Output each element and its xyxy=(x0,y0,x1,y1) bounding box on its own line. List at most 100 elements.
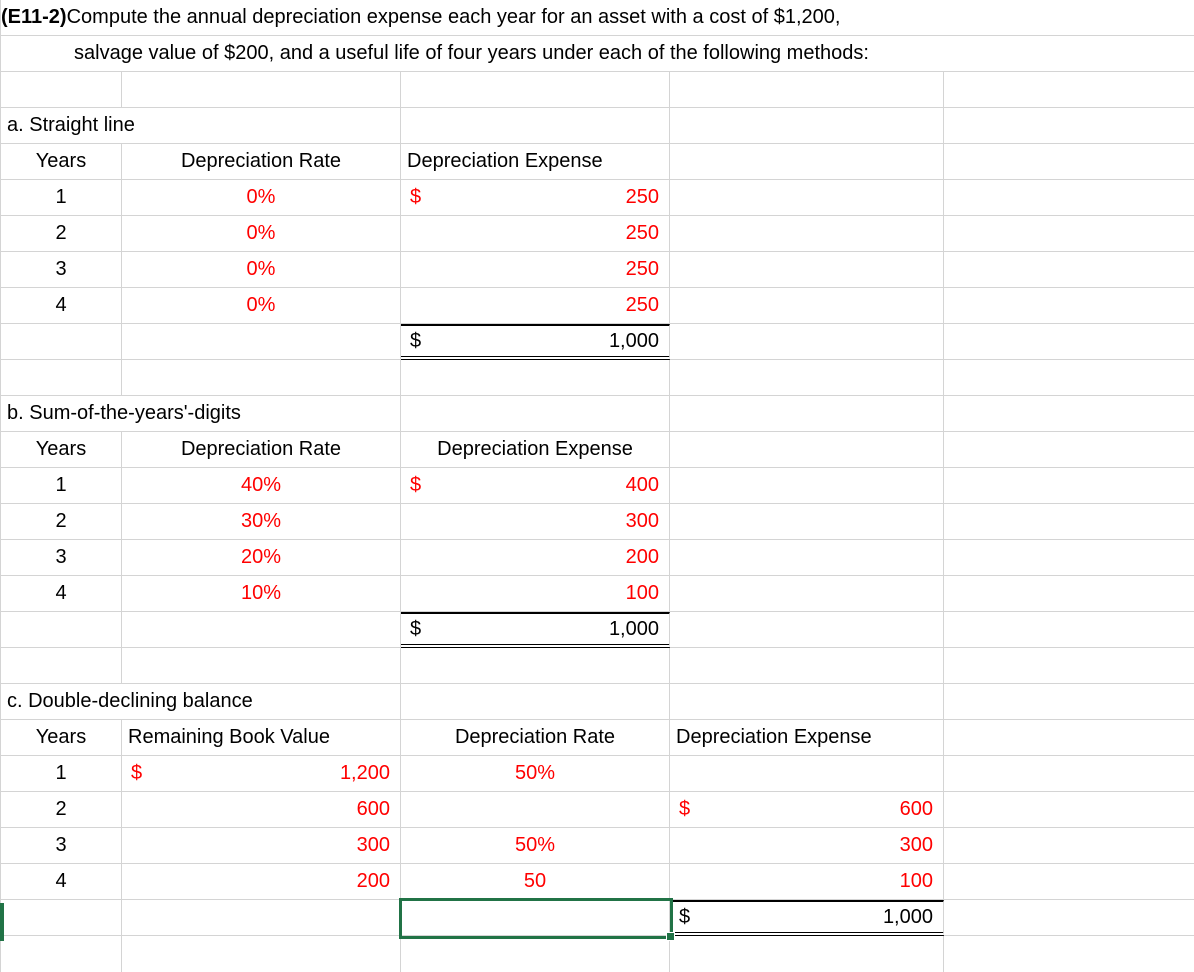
empty-cell[interactable] xyxy=(944,288,1194,324)
section-a-title[interactable]: a. Straight line xyxy=(0,108,401,144)
title-cell-1[interactable]: (E11-2) Compute the annual depreciation … xyxy=(0,0,1194,36)
fill-handle[interactable] xyxy=(666,932,675,941)
c-book-2[interactable]: 600 xyxy=(122,792,401,828)
empty-cell[interactable] xyxy=(670,180,944,216)
c-year-1[interactable]: 1 xyxy=(0,756,122,792)
c-year-4[interactable]: 4 xyxy=(0,864,122,900)
c-book-4[interactable]: 200 xyxy=(122,864,401,900)
b-year-3[interactable]: 3 xyxy=(0,540,122,576)
empty-cell[interactable] xyxy=(122,360,401,396)
active-cell[interactable] xyxy=(401,900,670,936)
b-expense-1[interactable]: $ 400 xyxy=(401,468,670,504)
empty-cell[interactable] xyxy=(944,252,1194,288)
empty-cell[interactable] xyxy=(944,504,1194,540)
b-rate-4[interactable]: 10% xyxy=(122,576,401,612)
selected-cell-outline[interactable] xyxy=(399,898,675,941)
empty-cell[interactable] xyxy=(670,936,944,972)
a-expense-2[interactable]: 250 xyxy=(401,216,670,252)
a-expense-1[interactable]: $ 250 xyxy=(401,180,670,216)
c-year-2[interactable]: 2 xyxy=(0,792,122,828)
a-header-years[interactable]: Years xyxy=(0,144,122,180)
empty-cell[interactable] xyxy=(401,684,670,720)
empty-cell[interactable] xyxy=(944,720,1194,756)
c-expense-2[interactable]: $ 600 xyxy=(670,792,944,828)
section-c-title[interactable]: c. Double-declining balance xyxy=(0,684,401,720)
empty-cell[interactable] xyxy=(670,72,944,108)
c-rate-2[interactable] xyxy=(401,792,670,828)
empty-cell[interactable] xyxy=(944,864,1194,900)
empty-cell[interactable] xyxy=(944,648,1194,684)
c-header-expense[interactable]: Depreciation Expense xyxy=(670,720,944,756)
b-rate-1[interactable]: 40% xyxy=(122,468,401,504)
empty-cell[interactable] xyxy=(0,900,122,936)
b-header-expense[interactable]: Depreciation Expense xyxy=(401,432,670,468)
empty-cell[interactable] xyxy=(944,900,1194,936)
c-year-3[interactable]: 3 xyxy=(0,828,122,864)
empty-cell[interactable] xyxy=(944,792,1194,828)
b-year-1[interactable]: 1 xyxy=(0,468,122,504)
a-year-1[interactable]: 1 xyxy=(0,180,122,216)
a-year-2[interactable]: 2 xyxy=(0,216,122,252)
empty-cell[interactable] xyxy=(670,324,944,360)
a-header-expense[interactable]: Depreciation Expense xyxy=(401,144,670,180)
empty-cell[interactable] xyxy=(944,432,1194,468)
c-header-book-value[interactable]: Remaining Book Value xyxy=(122,720,401,756)
empty-cell[interactable] xyxy=(670,216,944,252)
b-header-years[interactable]: Years xyxy=(0,432,122,468)
empty-cell[interactable] xyxy=(401,360,670,396)
empty-cell[interactable] xyxy=(944,144,1194,180)
c-expense-1[interactable] xyxy=(670,756,944,792)
empty-cell[interactable] xyxy=(944,72,1194,108)
empty-cell[interactable] xyxy=(944,756,1194,792)
empty-cell[interactable] xyxy=(401,396,670,432)
b-expense-3[interactable]: 200 xyxy=(401,540,670,576)
c-header-rate[interactable]: Depreciation Rate xyxy=(401,720,670,756)
c-total[interactable]: $ 1,000 xyxy=(670,900,944,936)
a-expense-3[interactable]: 250 xyxy=(401,252,670,288)
a-total[interactable]: $ 1,000 xyxy=(401,324,670,360)
empty-cell[interactable] xyxy=(0,360,122,396)
b-total[interactable]: $ 1,000 xyxy=(401,612,670,648)
a-header-rate[interactable]: Depreciation Rate xyxy=(122,144,401,180)
empty-cell[interactable] xyxy=(670,504,944,540)
empty-cell[interactable] xyxy=(670,288,944,324)
empty-cell[interactable] xyxy=(670,360,944,396)
empty-cell[interactable] xyxy=(944,396,1194,432)
empty-cell[interactable] xyxy=(122,648,401,684)
b-expense-4[interactable]: 100 xyxy=(401,576,670,612)
empty-cell[interactable] xyxy=(0,648,122,684)
empty-cell[interactable] xyxy=(122,612,401,648)
empty-cell[interactable] xyxy=(670,468,944,504)
empty-cell[interactable] xyxy=(670,432,944,468)
a-rate-1[interactable]: 0% xyxy=(122,180,401,216)
c-rate-4[interactable]: 50 xyxy=(401,864,670,900)
empty-cell[interactable] xyxy=(670,684,944,720)
empty-cell[interactable] xyxy=(670,648,944,684)
c-book-1[interactable]: $ 1,200 xyxy=(122,756,401,792)
a-rate-3[interactable]: 0% xyxy=(122,252,401,288)
b-rate-3[interactable]: 20% xyxy=(122,540,401,576)
empty-cell[interactable] xyxy=(944,180,1194,216)
a-year-3[interactable]: 3 xyxy=(0,252,122,288)
a-rate-2[interactable]: 0% xyxy=(122,216,401,252)
empty-cell[interactable] xyxy=(0,936,122,972)
c-rate-1[interactable]: 50% xyxy=(401,756,670,792)
empty-cell[interactable] xyxy=(0,72,122,108)
c-expense-4[interactable]: 100 xyxy=(670,864,944,900)
b-year-4[interactable]: 4 xyxy=(0,576,122,612)
empty-cell[interactable] xyxy=(944,540,1194,576)
empty-cell[interactable] xyxy=(670,540,944,576)
empty-cell[interactable] xyxy=(944,468,1194,504)
empty-cell[interactable] xyxy=(122,900,401,936)
empty-cell[interactable] xyxy=(944,828,1194,864)
a-year-4[interactable]: 4 xyxy=(0,288,122,324)
section-b-title[interactable]: b. Sum-of-the-years'-digits xyxy=(0,396,401,432)
empty-cell[interactable] xyxy=(944,108,1194,144)
c-header-years[interactable]: Years xyxy=(0,720,122,756)
a-rate-4[interactable]: 0% xyxy=(122,288,401,324)
empty-cell[interactable] xyxy=(670,396,944,432)
a-expense-4[interactable]: 250 xyxy=(401,288,670,324)
empty-cell[interactable] xyxy=(670,252,944,288)
empty-cell[interactable] xyxy=(0,324,122,360)
empty-cell[interactable] xyxy=(0,612,122,648)
